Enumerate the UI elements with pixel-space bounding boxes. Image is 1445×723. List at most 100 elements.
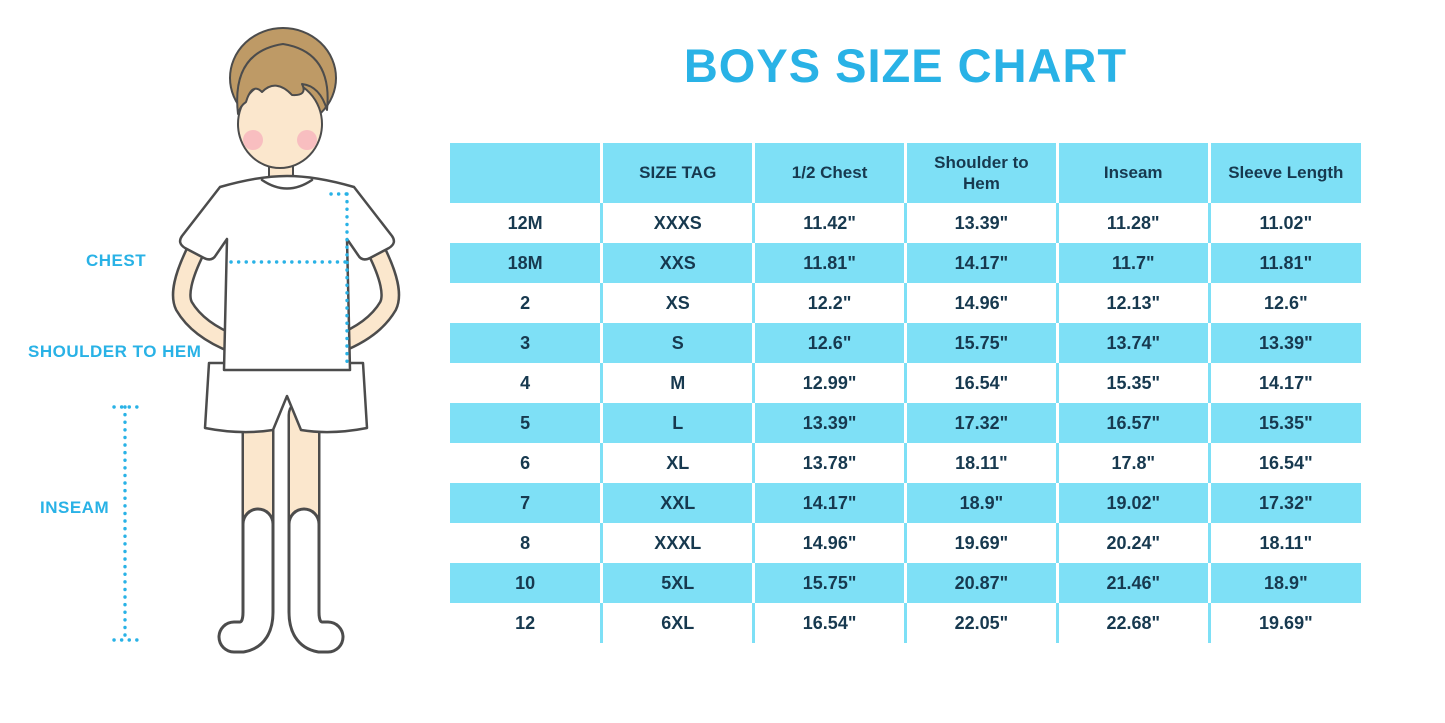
measurement-cell: 6XL <box>600 603 754 643</box>
table-row: 4 M 12.99" 16.54" 15.35" 14.17" <box>450 363 1361 403</box>
measurement-cell: 17.8" <box>1055 443 1210 483</box>
measurement-cell: 12.99" <box>752 363 906 403</box>
size-label-cell: 6 <box>450 443 602 483</box>
measurement-cell: 14.96" <box>903 283 1058 323</box>
measurement-cell: 12.6" <box>752 323 906 363</box>
measurement-cell: 22.68" <box>1055 603 1210 643</box>
size-label-cell: 2 <box>450 283 602 323</box>
table-row: 3 S 12.6" 15.75" 13.74" 13.39" <box>450 323 1361 363</box>
page-title: BOYS SIZE CHART <box>683 39 1128 92</box>
table-row: 8 XXXL 14.96" 19.69" 20.24" 18.11" <box>450 523 1361 563</box>
measurement-cell: 14.17" <box>1207 363 1361 403</box>
hair-fringe <box>236 43 329 115</box>
measurement-cell: 22.05" <box>903 603 1058 643</box>
measurement-cell: 15.75" <box>752 563 906 603</box>
measurement-label-inseam: INSEAM <box>40 498 110 517</box>
measurement-cell: L <box>600 403 754 443</box>
measurement-cell: 21.46" <box>1055 563 1210 603</box>
measurement-cell: 16.57" <box>1055 403 1210 443</box>
measurement-cell: 13.39" <box>903 203 1058 243</box>
measurement-cell: 11.02" <box>1207 203 1361 243</box>
measurement-cell: 14.96" <box>752 523 906 563</box>
measurement-label-shoulder-to-hem: SHOULDER TO HEM <box>28 342 202 361</box>
measurement-cell: 13.39" <box>752 403 906 443</box>
measurement-cell: XXXL <box>600 523 754 563</box>
measurement-cell: 18.9" <box>1207 563 1361 603</box>
column-header: Shoulder to Hem <box>903 143 1058 203</box>
measurement-cell: 11.81" <box>1207 243 1361 283</box>
measurement-cell: 19.69" <box>1207 603 1361 643</box>
measurement-cell: 20.24" <box>1055 523 1210 563</box>
measurement-cell: 16.54" <box>1207 443 1361 483</box>
measurement-cell: 15.75" <box>903 323 1058 363</box>
shorts <box>203 361 369 434</box>
table-row: 7 XXL 14.17" 18.9" 19.02" 17.32" <box>450 483 1361 523</box>
size-table: SIZE TAG 1/2 Chest Shoulder to Hem Inseam Sl… <box>450 143 1361 643</box>
size-table-container: SIZE TAG 1/2 Chest Shoulder to Hem Inseam Sl… <box>450 143 1361 643</box>
measurement-cell: 11.42" <box>752 203 906 243</box>
size-label-cell: 7 <box>450 483 602 523</box>
column-header-empty <box>450 143 602 203</box>
measurement-cell: 16.54" <box>752 603 906 643</box>
measurement-cell: XXS <box>600 243 754 283</box>
measurement-cell: 15.35" <box>1207 403 1361 443</box>
collar <box>260 178 314 190</box>
measurement-cell: 20.87" <box>903 563 1058 603</box>
table-row: 5 L 13.39" 17.32" 16.57" 15.35" <box>450 403 1361 443</box>
measurement-label-chest: CHEST <box>86 251 147 270</box>
boy-measurement-illustration: CHEST SHOULDER TO HEM INSEAM <box>0 0 450 723</box>
measurement-cell: 13.39" <box>1207 323 1361 363</box>
size-label-cell: 12 <box>450 603 602 643</box>
table-row: 6 XL 13.78" 18.11" 17.8" 16.54" <box>450 443 1361 483</box>
measurement-cell: 17.32" <box>903 403 1058 443</box>
size-label-cell: 18M <box>450 243 602 283</box>
size-label-cell: 3 <box>450 323 602 363</box>
measurement-cell: 13.74" <box>1055 323 1210 363</box>
measurement-cell: 19.02" <box>1055 483 1210 523</box>
measurement-cell: XL <box>600 443 754 483</box>
table-row: 12 6XL 16.54" 22.05" 22.68" 19.69" <box>450 603 1361 643</box>
measurement-cell: 14.17" <box>752 483 906 523</box>
measurement-cell: 11.28" <box>1055 203 1210 243</box>
size-label-cell: 5 <box>450 403 602 443</box>
measurement-cell: 12.13" <box>1055 283 1210 323</box>
table-row: 2 XS 12.2" 14.96" 12.13" 12.6" <box>450 283 1361 323</box>
measurement-cell: XXL <box>600 483 754 523</box>
table-row: 18M XXS 11.81" 14.17" 11.7" 11.81" <box>450 243 1361 283</box>
size-label-cell: 12M <box>450 203 602 243</box>
measurement-cell: 11.7" <box>1055 243 1210 283</box>
size-label-cell: 4 <box>450 363 602 403</box>
measurement-cell: 12.6" <box>1207 283 1361 323</box>
measurement-cell: M <box>600 363 754 403</box>
measurement-cell: 18.9" <box>903 483 1058 523</box>
measurement-cell: 11.81" <box>752 243 906 283</box>
measurement-cell: 14.17" <box>903 243 1058 283</box>
measurement-cell: 12.2" <box>752 283 906 323</box>
left-cheek <box>243 130 263 150</box>
size-label-cell: 8 <box>450 523 602 563</box>
column-header: 1/2 Chest <box>752 143 906 203</box>
column-header: SIZE TAG <box>600 143 754 203</box>
size-table-body: 12M XXXS 11.42" 13.39" 11.28" 11.02" 18M XXS 11.… <box>450 203 1361 643</box>
column-header: Sleeve Length <box>1207 143 1361 203</box>
measurement-cell: 5XL <box>600 563 754 603</box>
measurement-cell: 15.35" <box>1055 363 1210 403</box>
measurement-cell: 16.54" <box>903 363 1058 403</box>
measurement-cell: S <box>600 323 754 363</box>
table-row: 12M XXXS 11.42" 13.39" 11.28" 11.02" <box>450 203 1361 243</box>
measurement-cell: 18.11" <box>903 443 1058 483</box>
table-row: 10 5XL 15.75" 20.87" 21.46" 18.9" <box>450 563 1361 603</box>
measurement-cell: 18.11" <box>1207 523 1361 563</box>
measurement-cell: 17.32" <box>1207 483 1361 523</box>
measurement-cell: XS <box>600 283 754 323</box>
boy-figure <box>112 27 401 654</box>
size-label-cell: 10 <box>450 563 602 603</box>
measurement-cell: 19.69" <box>903 523 1058 563</box>
column-header: Inseam <box>1055 143 1210 203</box>
measurement-cell: XXXS <box>600 203 754 243</box>
measurement-cell: 13.78" <box>752 443 906 483</box>
t-shirt <box>178 174 396 372</box>
size-table-head-row: SIZE TAG 1/2 Chest Shoulder to Hem Inseam Sl… <box>450 143 1361 203</box>
right-cheek <box>297 130 317 150</box>
